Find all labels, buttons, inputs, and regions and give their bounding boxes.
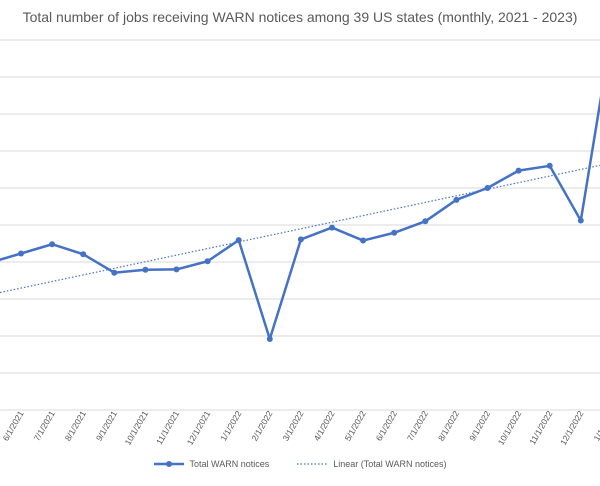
data-point[interactable] xyxy=(484,185,491,191)
x-tick-label: 3/1/2022 xyxy=(280,409,305,443)
x-tick-label: 10/1/2021 xyxy=(123,409,151,447)
x-tick-label: 2/1/2022 xyxy=(249,409,274,443)
data-point[interactable] xyxy=(515,167,522,174)
data-point[interactable] xyxy=(422,218,429,225)
data-point[interactable] xyxy=(18,250,24,257)
data-point[interactable] xyxy=(49,241,56,248)
x-tick-label: 6/1/2021 xyxy=(1,409,26,443)
x-tick-labels: 6/1/2021 7/1/2021 8/1/2021 9/1/2021 10/1/202… xyxy=(1,409,600,447)
data-point[interactable] xyxy=(142,266,149,273)
trendline xyxy=(0,164,600,294)
data-point[interactable] xyxy=(360,237,367,244)
x-tick-label: 7/1/2022 xyxy=(405,409,430,443)
x-tick-label: 1/1/2023 xyxy=(591,409,600,443)
data-point[interactable] xyxy=(204,258,211,265)
series-layer xyxy=(0,95,600,342)
x-tick-label: 12/1/2022 xyxy=(558,409,586,447)
data-point[interactable] xyxy=(577,217,584,224)
legend-line-marker-icon xyxy=(153,461,184,467)
legend-dotted-line-icon xyxy=(297,463,328,465)
legend-label-series: Total WARN notices xyxy=(189,459,270,469)
x-tick-label: 1/1/2022 xyxy=(218,409,243,443)
x-tick-label: 11/1/2021 xyxy=(154,409,181,446)
x-tick-label: 5/1/2022 xyxy=(343,409,368,443)
gridlines xyxy=(0,39,600,411)
data-point[interactable] xyxy=(329,224,335,231)
data-point[interactable] xyxy=(453,196,460,203)
data-point[interactable] xyxy=(173,266,180,273)
legend-label-trendline: Linear (Total WARN notices) xyxy=(333,459,447,469)
x-tick-label: 9/1/2021 xyxy=(94,409,119,443)
x-tick-label: 6/1/2022 xyxy=(374,409,399,443)
data-point[interactable] xyxy=(391,229,398,236)
data-point[interactable] xyxy=(111,269,118,276)
x-tick-label: 8/1/2022 xyxy=(436,409,461,443)
data-point[interactable] xyxy=(235,237,242,244)
x-tick-label: 12/1/2021 xyxy=(185,409,213,447)
legend: Total WARN notices Linear (Total WARN no… xyxy=(0,459,600,469)
data-point[interactable] xyxy=(266,335,273,342)
x-tick-label: 9/1/2022 xyxy=(467,409,492,443)
x-tick-label: 10/1/2022 xyxy=(496,409,524,447)
data-point[interactable] xyxy=(297,236,304,243)
trendline-layer xyxy=(0,164,600,294)
x-tick-label: 7/1/2021 xyxy=(32,409,57,443)
x-tick-label: 8/1/2021 xyxy=(63,409,88,443)
data-point[interactable] xyxy=(80,251,87,258)
x-tick-label: 4/1/2022 xyxy=(312,409,337,443)
chart-title: Total number of jobs receiving WARN noti… xyxy=(22,9,578,25)
data-point[interactable] xyxy=(546,162,553,169)
legend-item-series[interactable]: Total WARN notices xyxy=(153,459,270,469)
legend-item-trendline[interactable]: Linear (Total WARN notices) xyxy=(297,459,446,469)
x-tick-label: 11/1/2022 xyxy=(527,409,554,446)
